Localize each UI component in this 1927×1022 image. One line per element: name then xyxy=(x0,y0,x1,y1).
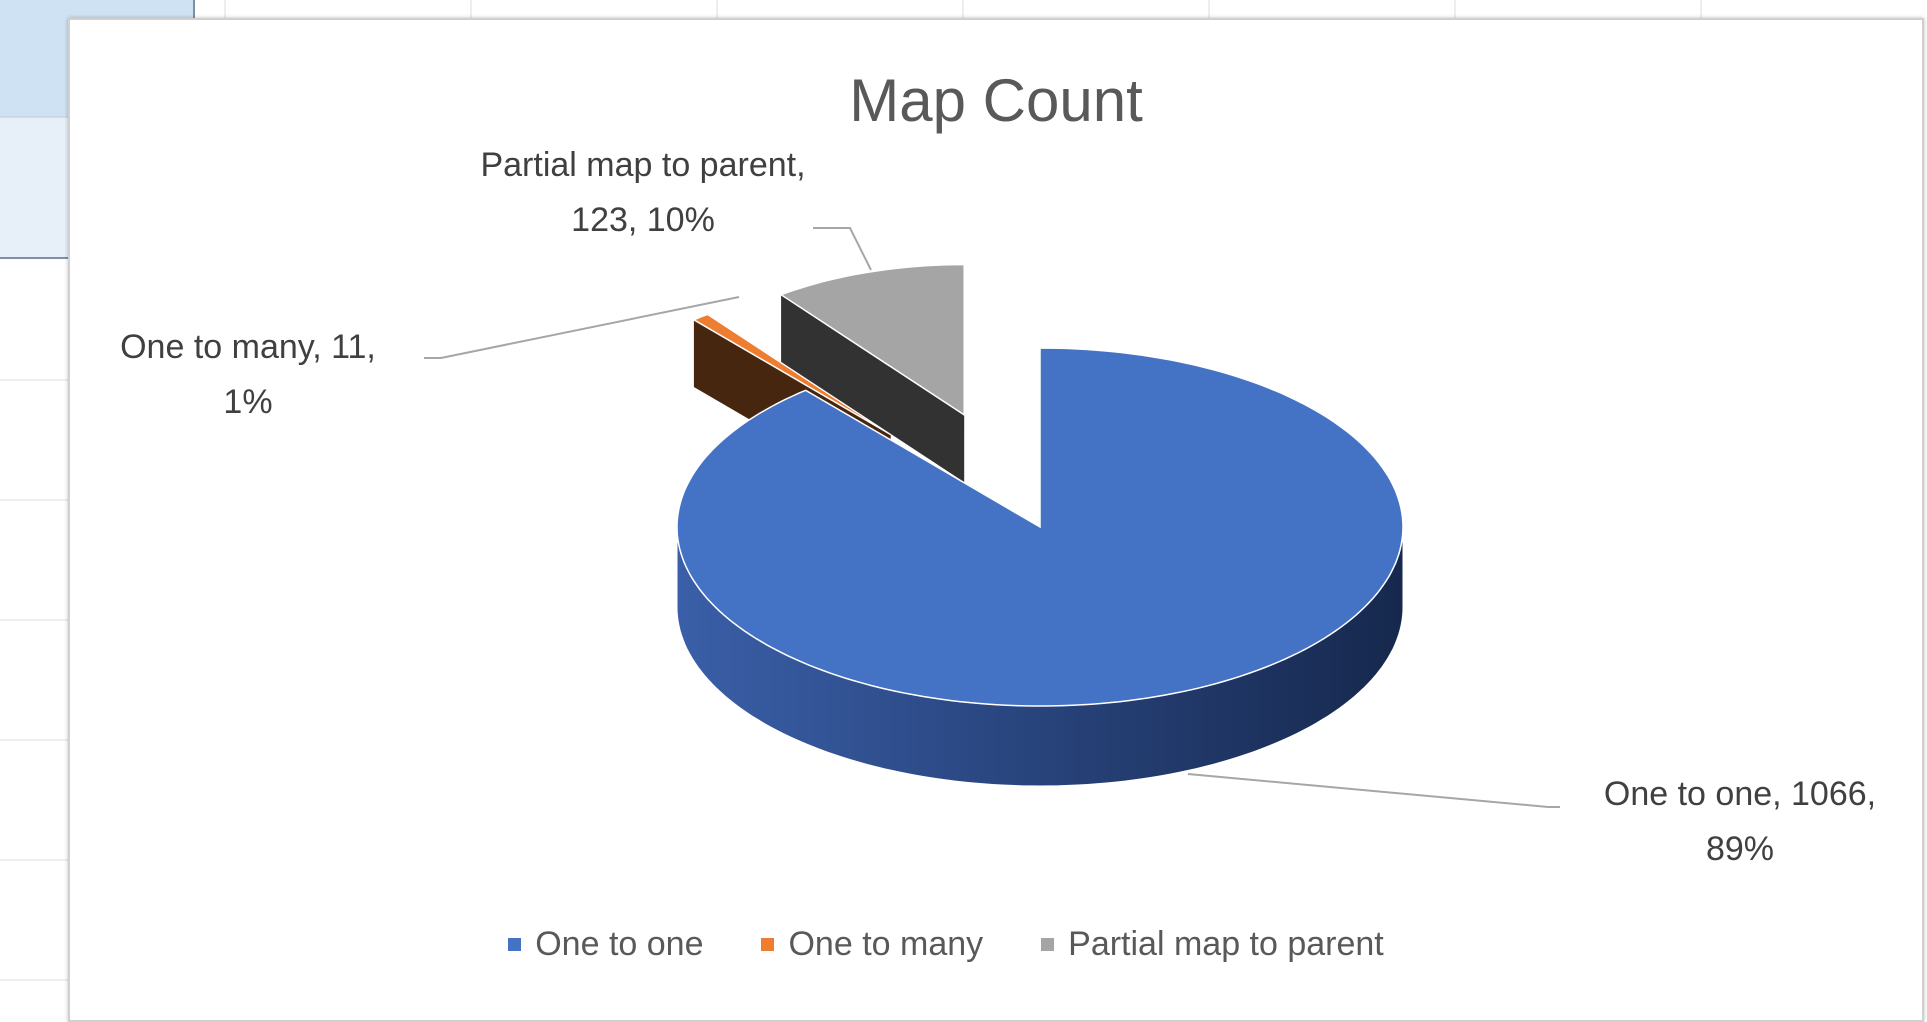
data-label: Partial map to parent, 123, 10% xyxy=(480,146,806,239)
grid-columns xyxy=(0,0,1702,981)
chart-area: Map Count One to one One to many Partial m… xyxy=(68,18,1924,1022)
legend-label: One to one xyxy=(535,925,704,963)
slice xyxy=(779,263,965,417)
slice xyxy=(676,347,1404,707)
legend-item: Partial map to parent xyxy=(1041,925,1384,964)
chart-title: Map Count xyxy=(849,67,1143,134)
slice-side xyxy=(781,294,965,483)
data-label: One to one, 1066, 89% xyxy=(1603,775,1877,868)
legend-label: One to many xyxy=(788,925,984,963)
legend-swatch xyxy=(1041,938,1055,951)
legend-item: One to one xyxy=(508,925,703,964)
pie-plot xyxy=(424,227,1560,808)
slice xyxy=(692,313,892,436)
legend-swatch xyxy=(508,938,522,951)
leader-line xyxy=(424,296,740,359)
data-label: One to many, 11, 1% xyxy=(120,328,376,421)
legend-item: One to many xyxy=(761,925,983,964)
leader-line xyxy=(813,227,872,271)
legend: One to one One to many Partial map to pare… xyxy=(20,925,1872,964)
legend-swatch xyxy=(761,938,775,951)
leader-line xyxy=(1187,773,1560,808)
legend-label: Partial map to parent xyxy=(1068,925,1384,963)
